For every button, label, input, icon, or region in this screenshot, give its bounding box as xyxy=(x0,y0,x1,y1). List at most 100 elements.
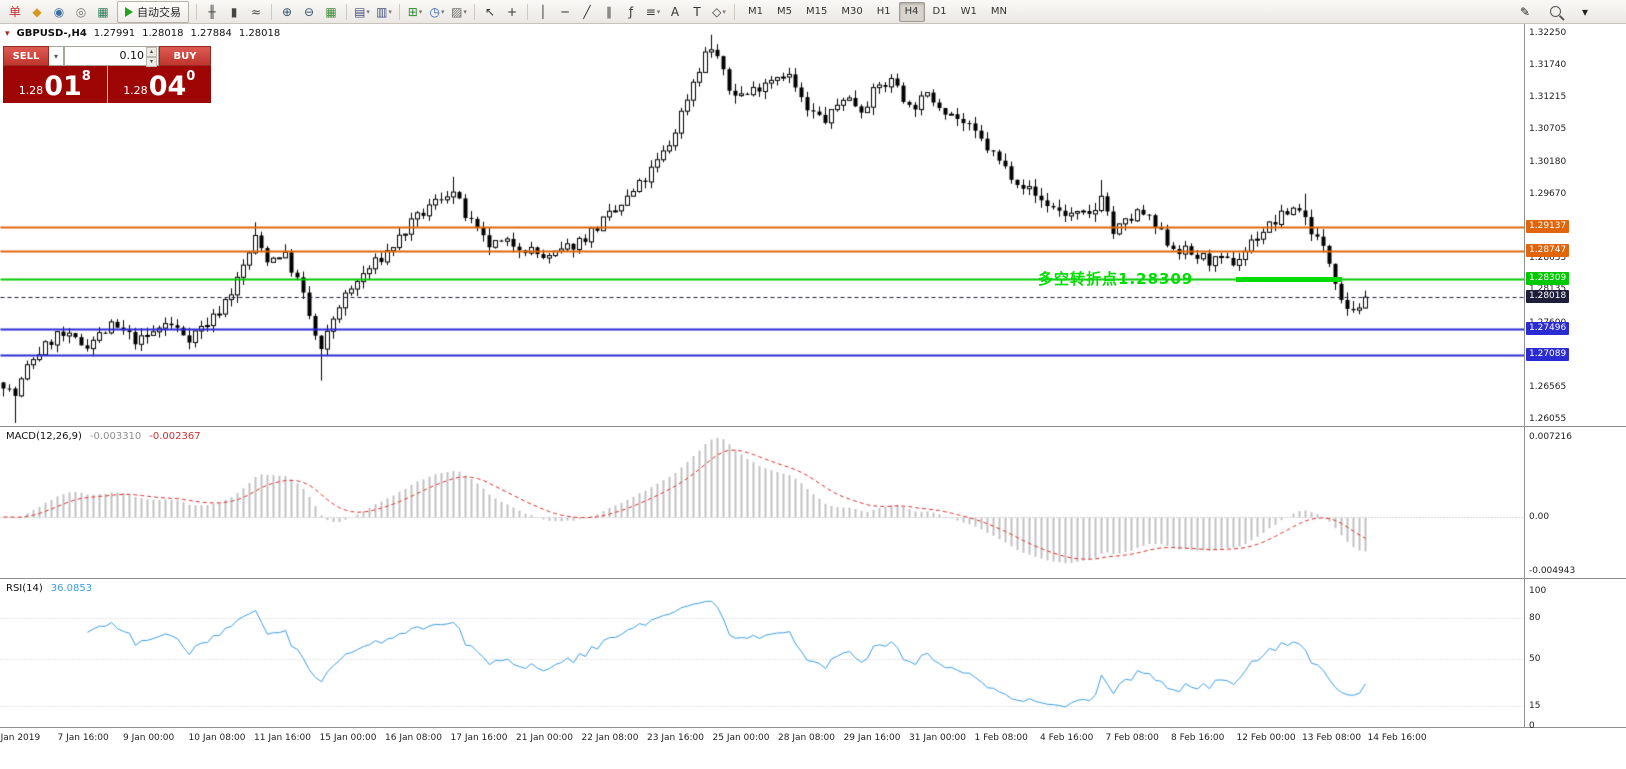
time-tick-label: 11 Jan 16:00 xyxy=(254,733,311,743)
timeframe-m5-button[interactable]: M5 xyxy=(777,5,792,17)
chart-profiles-icon[interactable]: ▥ ▾ xyxy=(376,4,392,19)
sell-price-big-digits: 01 xyxy=(44,71,82,102)
toolbar-separator xyxy=(346,3,347,20)
lines-menu-icon[interactable]: ≡ ▾ xyxy=(645,4,661,19)
price-chart-canvas[interactable] xyxy=(0,24,1524,426)
more-icon[interactable]: ▾ xyxy=(1581,4,1589,19)
one-click-toggle-icon[interactable]: ▾ xyxy=(5,28,10,39)
autotrading-button[interactable]: 自动交易 xyxy=(117,0,189,23)
timeframe-mn-button[interactable]: MN xyxy=(990,5,1007,17)
sell-price-display[interactable]: 1.28 01 8 xyxy=(3,66,107,103)
crosshair-icon[interactable]: + xyxy=(506,4,518,19)
time-axis-separator xyxy=(0,727,1626,728)
ohlc-high: 1.28018 xyxy=(142,28,184,39)
zoom-out-icon[interactable]: ⊖ xyxy=(303,4,315,19)
time-tick-label: 22 Jan 08:00 xyxy=(581,733,639,743)
rsi-panel-canvas[interactable] xyxy=(0,579,1524,727)
toolbar-separator xyxy=(474,3,475,20)
time-tick-label: 9 Jan 00:00 xyxy=(123,733,175,743)
chart-window: 1.32250 1.31740 1.31215 1.30705 1.30180 1.296… xyxy=(0,24,1626,769)
price-tick-label: 1.32250 xyxy=(1529,28,1567,38)
horizontal-line-icon[interactable]: ─ xyxy=(561,4,569,19)
price-tick-label: 1.28635 xyxy=(1529,253,1567,264)
chevron-down-icon: ▾ xyxy=(388,7,392,16)
volume-down-button[interactable]: ▾ xyxy=(146,57,157,67)
timeframe-m1-button[interactable]: M1 xyxy=(748,5,763,17)
buy-button[interactable]: BUY xyxy=(159,46,211,66)
toolbar-separator xyxy=(399,3,400,20)
timeframe-h1-button[interactable]: H1 xyxy=(876,5,891,17)
price-tick-label: 1.31740 xyxy=(1529,59,1567,70)
time-tick-label: 28 Jan 08:00 xyxy=(778,733,835,743)
time-tick-label: 31 Jan 00:00 xyxy=(909,733,966,743)
macd-name: MACD(12,26,9) xyxy=(6,431,82,442)
one-click-trading-panel: SELL ▾ 0.10 ▴ ▾ BUY 1.28 01 8 1.28 04 0 xyxy=(3,46,211,103)
volume-spinner: ▴ ▾ xyxy=(146,47,157,67)
bid-ask-display: 1.28 01 8 1.28 04 0 xyxy=(3,66,211,103)
cursor-icon[interactable]: ↖ xyxy=(484,4,496,19)
time-tick-label: 15 Jan 00:00 xyxy=(319,733,377,743)
time-tick-label: 17 Jan 16:00 xyxy=(450,733,508,743)
rsi-tick-label: 0 xyxy=(1529,721,1535,731)
label-icon[interactable]: T xyxy=(693,4,701,19)
volume-input[interactable]: 0.10 xyxy=(119,49,145,62)
new-chart-icon[interactable]: ▤ ▾ xyxy=(354,4,370,19)
price-tick-label: 1.29670 xyxy=(1529,188,1567,199)
current-price-label: 1.28018 xyxy=(1526,289,1570,303)
price-tick-label: 1.26565 xyxy=(1529,382,1567,393)
time-tick-label: 4 Feb 16:00 xyxy=(1040,733,1094,743)
chevron-down-icon: ▾ xyxy=(463,7,467,16)
fibonacci-icon[interactable]: ƒ xyxy=(628,4,634,19)
candlestick-chart-icon[interactable]: ▮ xyxy=(230,4,238,19)
profiles-icon[interactable]: ◉ xyxy=(53,4,65,19)
time-tick-label: 21 Jan 00:00 xyxy=(516,733,573,743)
search-icon[interactable] xyxy=(1545,2,1565,22)
timeframe-m30-button[interactable]: M30 xyxy=(841,5,863,17)
price-tick-label: 1.30180 xyxy=(1529,156,1567,167)
pivot-level-segment[interactable] xyxy=(1236,276,1342,282)
navigator-icon[interactable]: ▦ xyxy=(97,4,109,19)
order-type-dropdown[interactable]: ▾ xyxy=(49,46,64,66)
zoom-in-icon[interactable]: ⊕ xyxy=(281,4,293,19)
pivot-annotation-text[interactable]: 多空转折点1.28309 xyxy=(1038,269,1194,288)
trendline-icon[interactable]: ╱ xyxy=(583,4,591,19)
timeframe-h4-button[interactable]: H4 xyxy=(898,1,925,22)
rsi-tick-label: 100 xyxy=(1529,586,1547,596)
grid-icon[interactable]: ▦ xyxy=(325,4,337,19)
macd-panel-canvas[interactable] xyxy=(0,427,1524,578)
chevron-down-icon: ▾ xyxy=(418,7,423,16)
buy-price-display[interactable]: 1.28 04 0 xyxy=(106,66,212,103)
periods-icon[interactable]: ◷ ▾ xyxy=(429,4,445,19)
text-icon[interactable]: A xyxy=(670,4,680,19)
timeframe-w1-button[interactable]: W1 xyxy=(960,5,977,17)
channel-icon[interactable]: ∥ xyxy=(606,4,612,19)
new-order-icon[interactable]: 单 xyxy=(8,5,21,19)
sell-button[interactable]: SELL xyxy=(3,46,49,66)
time-tick-label: 16 Jan 08:00 xyxy=(385,733,442,743)
templates-icon[interactable]: ▨ ▾ xyxy=(451,4,467,19)
magnifier-glass xyxy=(1549,6,1561,17)
panel-separator[interactable] xyxy=(0,426,1626,427)
timeframe-d1-button[interactable]: D1 xyxy=(932,5,947,17)
volume-up-button[interactable]: ▴ xyxy=(146,47,157,57)
macd-tick-label: -0.004943 xyxy=(1529,566,1576,576)
timeframe-m15-button[interactable]: M15 xyxy=(806,5,828,17)
edit-icon[interactable]: ✎ xyxy=(1519,4,1531,19)
sell-price-prefix: 1.28 xyxy=(18,84,44,97)
indicators-icon[interactable]: ⊞ ▾ xyxy=(407,4,423,19)
buy-price-pip: 0 xyxy=(186,69,196,84)
toolbar-right-items: ✎ ▾ xyxy=(1514,2,1622,22)
panel-separator[interactable] xyxy=(0,578,1626,579)
symbol-name: GBPUSD-,H4 xyxy=(16,28,87,39)
time-tick-label: 1 Feb 08:00 xyxy=(974,733,1028,743)
price-tick-label: 1.31215 xyxy=(1529,92,1567,103)
rsi-value: 36.0853 xyxy=(50,583,93,594)
line-chart-icon[interactable]: ≈ xyxy=(250,4,262,19)
vertical-line-icon[interactable]: │ xyxy=(539,4,547,19)
market-watch-icon[interactable]: ◆ xyxy=(32,4,42,19)
data-window-icon[interactable]: ◎ xyxy=(75,4,87,19)
toolbar-separator xyxy=(271,3,272,20)
bar-chart-icon[interactable]: ╫ xyxy=(208,4,216,19)
rsi-indicator-label: RSI(14) 36.0853 xyxy=(6,583,92,594)
shapes-icon[interactable]: ◇ ▾ xyxy=(712,4,726,19)
